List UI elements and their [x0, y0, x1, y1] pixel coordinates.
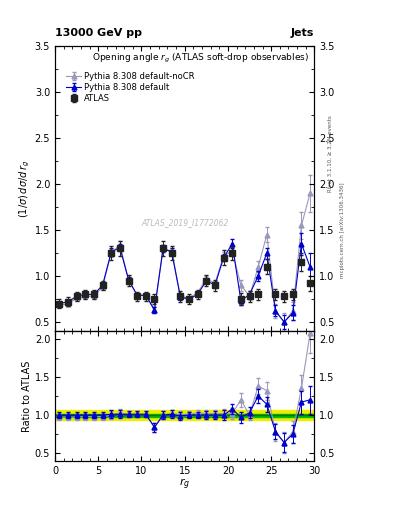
Text: Rivet 3.1.10, ≥ 3.2M events: Rivet 3.1.10, ≥ 3.2M events [328, 115, 333, 192]
Text: Jets: Jets [291, 28, 314, 38]
Y-axis label: $(1/\sigma)\,d\sigma/d\,r_g$: $(1/\sigma)\,d\sigma/d\,r_g$ [17, 159, 32, 218]
Text: ATLAS_2019_I1772062: ATLAS_2019_I1772062 [141, 218, 228, 227]
Text: Opening angle $r_g$ (ATLAS soft-drop observables): Opening angle $r_g$ (ATLAS soft-drop obs… [92, 52, 309, 65]
Y-axis label: Ratio to ATLAS: Ratio to ATLAS [22, 360, 32, 432]
X-axis label: $r_g$: $r_g$ [179, 477, 190, 493]
Text: mcplots.cern.ch [arXiv:1306.3436]: mcplots.cern.ch [arXiv:1306.3436] [340, 183, 345, 278]
Text: 13000 GeV pp: 13000 GeV pp [55, 28, 142, 38]
Legend: Pythia 8.308 default-noCR, Pythia 8.308 default, ATLAS: Pythia 8.308 default-noCR, Pythia 8.308 … [64, 70, 196, 105]
